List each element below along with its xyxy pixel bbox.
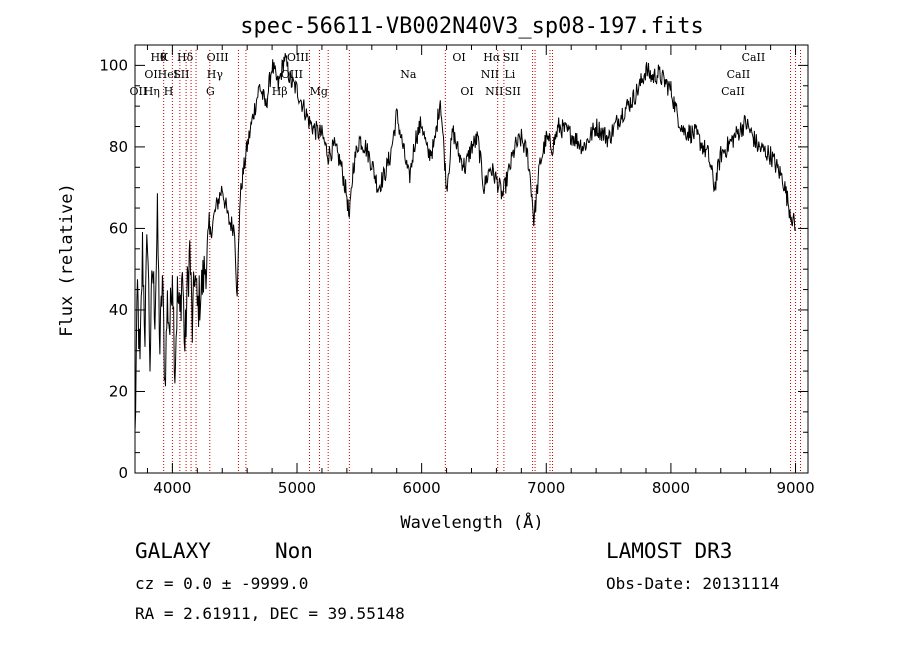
line-label-11: G [206, 85, 215, 98]
redshift-text: cz = 0.0 ± -9999.0 [135, 574, 308, 593]
line-label-6: H [164, 85, 174, 98]
spectral-line-markers [163, 50, 802, 473]
line-label-12: OIII [287, 51, 309, 64]
line-label-17: OI [452, 51, 465, 64]
line-label-18: OI [460, 85, 473, 98]
chart-title: spec-56611-VB002N40V3_sp08-197.fits [240, 14, 704, 39]
line-label-0: OII [130, 85, 148, 98]
x-axis-ticks: 4000 5000 6000 7000 8000 9000 [146, 45, 815, 497]
line-label-13: OIII [281, 68, 303, 81]
obs-date: Obs-Date: 20131114 [606, 574, 779, 593]
line-label-10: Hγ [207, 68, 224, 81]
x-tick-label-6000: 6000 [403, 479, 441, 497]
y-tick-label-0: 0 [118, 464, 128, 482]
x-tick-label-8000: 8000 [652, 479, 690, 497]
y-tick-label-20: 20 [109, 382, 128, 400]
y-tick-label-100: 100 [99, 56, 128, 74]
line-label-21: NII [481, 68, 499, 81]
line-label-19: Hα [483, 51, 501, 64]
x-axis-label: Wavelength (Å) [400, 511, 543, 533]
line-label-27: CaII [721, 85, 745, 98]
line-label-14: Hβ [272, 85, 288, 98]
line-label-8: SII [173, 68, 189, 81]
line-label-24: SII [505, 85, 521, 98]
line-label-4: Hη [144, 85, 160, 98]
line-label-20: SII [503, 51, 519, 64]
y-axis-ticks: 0 20 40 60 80 100 [99, 56, 808, 482]
spectral-line-labels: OII OI Hθ HeI Hη K H Hδ SII OIII Hγ G OIII OIII Hβ Mg Na… [130, 51, 766, 98]
y-tick-label-40: 40 [109, 301, 128, 319]
object-class: GALAXY [135, 539, 211, 563]
line-label-16: Na [400, 68, 417, 81]
flux-series-line [134, 53, 796, 432]
line-label-9: OIII [207, 51, 229, 64]
line-label-5: K [160, 51, 169, 64]
line-label-2: Hθ [150, 51, 167, 64]
line-label-15: Mg [310, 85, 328, 98]
line-label-22: Li [504, 68, 515, 81]
line-label-25: CaII [742, 51, 766, 64]
x-tick-label-9000: 9000 [776, 479, 814, 497]
line-label-3: HeI [158, 68, 178, 81]
survey-name: LAMOST DR3 [606, 539, 732, 563]
line-label-1: OI [144, 68, 157, 81]
object-subclass: Non [275, 539, 313, 563]
y-tick-label-60: 60 [109, 219, 128, 237]
x-tick-label-5000: 5000 [278, 479, 316, 497]
coordinates-text: RA = 2.61911, DEC = 39.55148 [135, 604, 405, 623]
x-tick-label-7000: 7000 [527, 479, 565, 497]
line-label-23: NII [485, 85, 503, 98]
x-tick-label-4000: 4000 [153, 479, 191, 497]
line-label-26: CaII [727, 68, 751, 81]
y-axis-label: Flux (relative) [57, 183, 77, 337]
y-tick-label-80: 80 [109, 138, 128, 156]
line-label-7: Hδ [177, 51, 194, 64]
